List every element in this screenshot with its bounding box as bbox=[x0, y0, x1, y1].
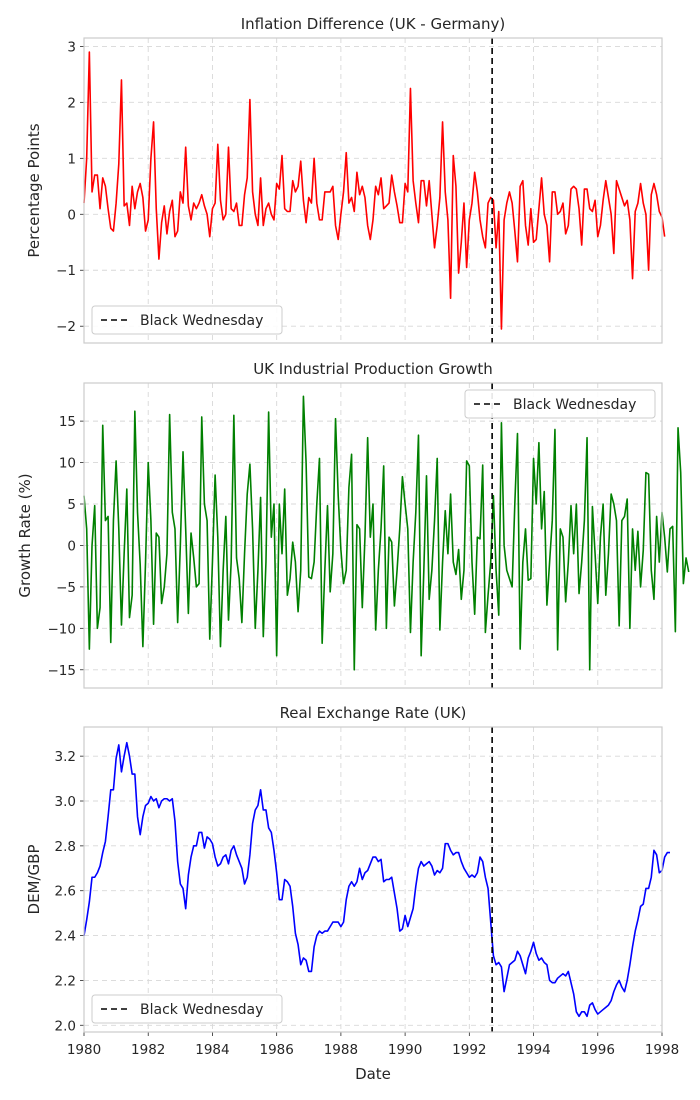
y-tick-label: 3 bbox=[67, 39, 76, 55]
y-tick-label: 2.4 bbox=[55, 929, 76, 945]
y-tick-label: 2.2 bbox=[55, 973, 76, 989]
y-tick-label: 15 bbox=[59, 414, 76, 430]
y-tick-label: 0 bbox=[67, 207, 76, 223]
chart-title: UK Industrial Production Growth bbox=[253, 360, 493, 378]
x-axis-label: Date bbox=[355, 1065, 391, 1083]
x-tick-label: 1984 bbox=[195, 1042, 229, 1058]
y-tick-label: 5 bbox=[67, 497, 76, 513]
x-tick-label: 1996 bbox=[581, 1042, 615, 1058]
legend: Black Wednesday bbox=[91, 994, 283, 1024]
legend-label: Black Wednesday bbox=[140, 1002, 263, 1018]
y-tick-label: −10 bbox=[48, 621, 77, 637]
y-tick-label: −2 bbox=[56, 319, 76, 335]
x-tick-label: 1988 bbox=[324, 1042, 358, 1058]
x-tick-label: 1990 bbox=[388, 1042, 422, 1058]
y-axis-label: Growth Rate (%) bbox=[16, 473, 34, 597]
chart-panel-3: 2.0 2.2 2.4 2.6 2.8 3.0 3.2 1980 1982 1984 1986 198… bbox=[25, 704, 679, 1083]
y-tick-label: −15 bbox=[48, 663, 77, 679]
plot-frame bbox=[83, 382, 663, 689]
y-axis-label: Percentage Points bbox=[25, 123, 43, 257]
series-line bbox=[83, 395, 690, 671]
y-tick-label: 1 bbox=[67, 151, 76, 167]
plot-frame bbox=[83, 37, 663, 344]
legend-box bbox=[464, 389, 656, 419]
y-tick-label: −5 bbox=[56, 580, 76, 596]
y-tick-label: 2 bbox=[67, 95, 76, 111]
y-tick-label: 2.0 bbox=[55, 1018, 76, 1034]
legend-box bbox=[91, 305, 283, 335]
y-tick-label: −1 bbox=[56, 263, 76, 279]
chart-panel-1: −2 −1 0 1 2 3 Inflation Difference (UK - Germa… bbox=[25, 15, 666, 344]
chart-title: Inflation Difference (UK - Germany) bbox=[241, 15, 506, 33]
chart-title: Real Exchange Rate (UK) bbox=[280, 704, 467, 722]
legend: Black Wednesday bbox=[91, 305, 283, 335]
plot-area bbox=[84, 727, 662, 1032]
x-tick-label: 1994 bbox=[516, 1042, 550, 1058]
y-tick-label: 3.2 bbox=[55, 749, 76, 765]
plot-area bbox=[84, 38, 662, 343]
series-line bbox=[83, 51, 666, 330]
legend: Black Wednesday bbox=[464, 389, 656, 419]
x-tick-label: 1998 bbox=[645, 1042, 679, 1058]
legend-label: Black Wednesday bbox=[513, 397, 636, 413]
x-tick-label: 1980 bbox=[67, 1042, 101, 1058]
chart-panel-2: −15 −10 −5 0 5 10 15 UK Industrial Production G… bbox=[16, 360, 690, 689]
series-line bbox=[83, 741, 670, 1018]
x-tick-label: 1992 bbox=[452, 1042, 486, 1058]
legend-box bbox=[91, 994, 283, 1024]
y-tick-label: 2.6 bbox=[55, 884, 76, 900]
x-tick-label: 1982 bbox=[131, 1042, 165, 1058]
y-tick-label: 3.0 bbox=[55, 794, 76, 810]
y-axis-label: DEM/GBP bbox=[25, 845, 43, 915]
legend-label: Black Wednesday bbox=[140, 313, 263, 329]
y-tick-label: 10 bbox=[59, 456, 76, 472]
y-tick-label: 0 bbox=[67, 538, 76, 554]
y-tick-label: 2.8 bbox=[55, 839, 76, 855]
x-tick-label: 1986 bbox=[259, 1042, 293, 1058]
plot-frame bbox=[83, 726, 663, 1033]
